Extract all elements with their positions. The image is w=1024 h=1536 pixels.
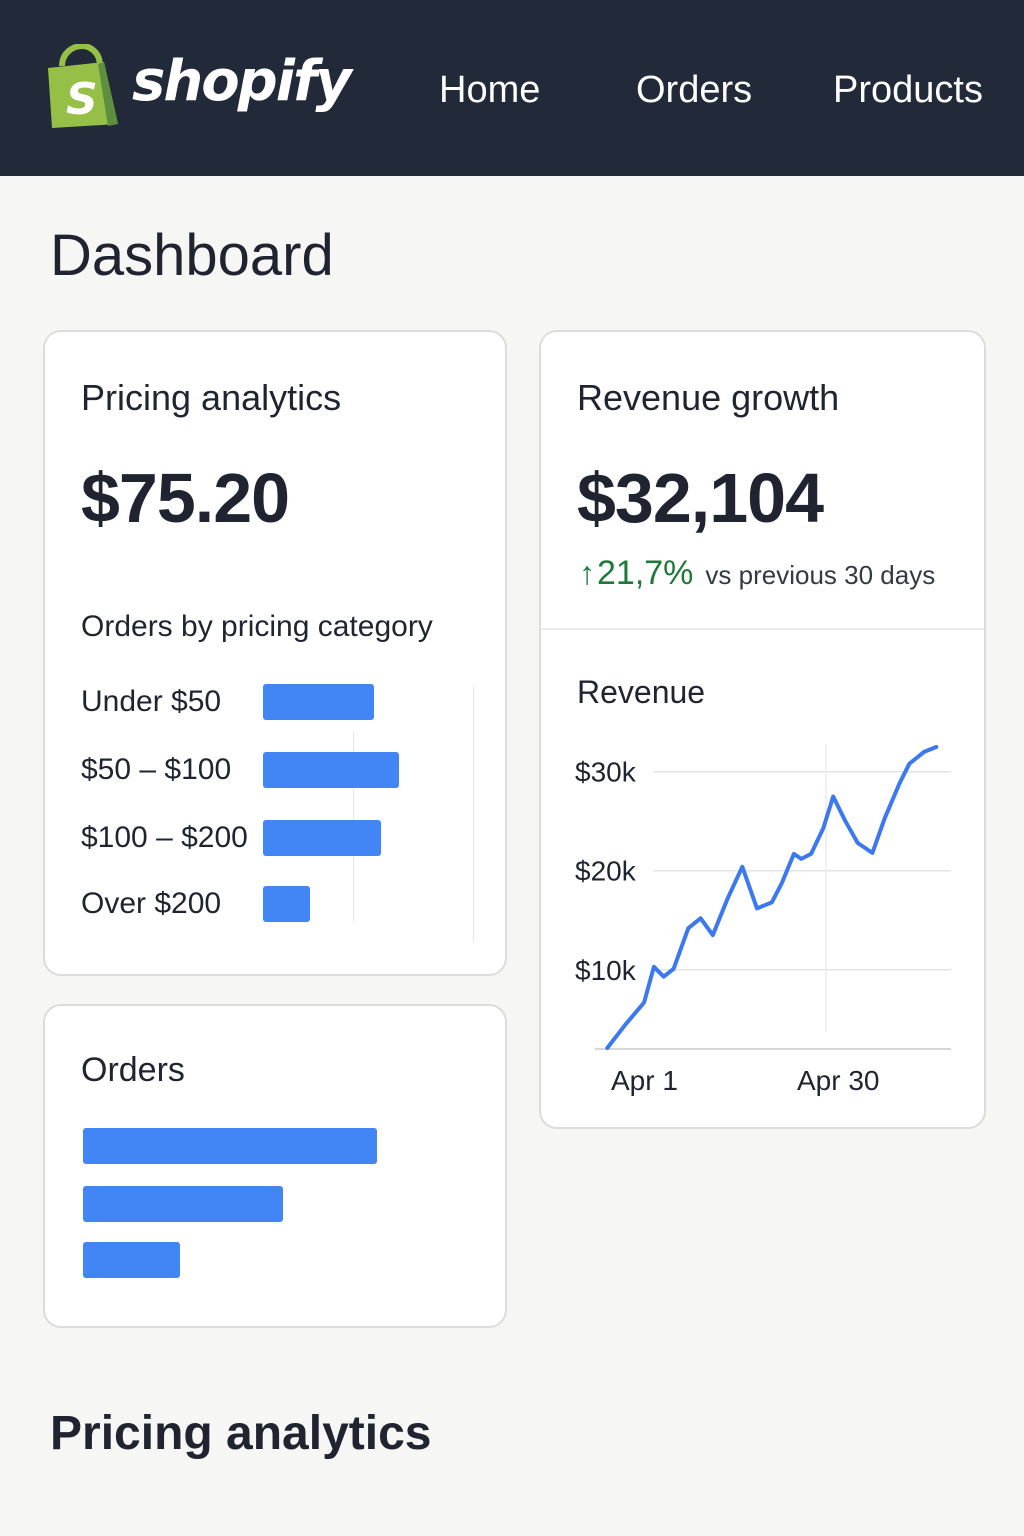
nav-home[interactable]: Home bbox=[439, 69, 541, 111]
category-label: Over $200 bbox=[81, 887, 222, 920]
gridline bbox=[473, 686, 474, 942]
x-tick-label: Apr 1 bbox=[611, 1065, 678, 1096]
shopping-bag-icon: S bbox=[48, 42, 118, 128]
pricing-analytics-card: Pricing analytics $75.20 Orders by prici… bbox=[43, 330, 507, 976]
card-title: Revenue growth bbox=[577, 377, 840, 418]
revenue-value: $32,104 bbox=[577, 459, 824, 537]
chart-subtitle: Orders by pricing category bbox=[81, 610, 433, 643]
page-title: Dashboard bbox=[50, 223, 334, 288]
chart-title: Revenue bbox=[577, 674, 706, 710]
x-tick-label: Apr 30 bbox=[797, 1065, 880, 1096]
nav-products[interactable]: Products bbox=[833, 69, 983, 111]
category-label: $100 – $200 bbox=[81, 821, 248, 854]
chart-bar[interactable] bbox=[83, 1242, 181, 1278]
growth-indicator: ↑ 21,7% vs previous 30 days bbox=[579, 554, 935, 593]
nav-orders[interactable]: Orders bbox=[636, 69, 753, 111]
divider bbox=[541, 628, 984, 630]
revenue-series-line bbox=[605, 745, 939, 1050]
svg-text:S: S bbox=[66, 74, 98, 125]
top-navigation-bar: S shopify Home Orders Products bbox=[0, 0, 1024, 176]
card-title: Pricing analytics bbox=[81, 377, 342, 418]
shopify-logo[interactable]: S shopify bbox=[44, 42, 352, 130]
section-title: Pricing analytics bbox=[50, 1407, 432, 1460]
chart-bar[interactable] bbox=[263, 886, 311, 922]
arrow-up-icon: ↑ bbox=[579, 555, 595, 591]
chart-bar[interactable] bbox=[83, 1186, 283, 1222]
category-label: $50 – $100 bbox=[81, 753, 232, 786]
average-price-value: $75.20 bbox=[81, 459, 290, 537]
growth-comparison-text: vs previous 30 days bbox=[705, 560, 936, 590]
chart-bar[interactable] bbox=[83, 1128, 377, 1164]
category-label: Under $50 bbox=[81, 685, 222, 718]
y-tick-label: $30k bbox=[575, 757, 637, 788]
card-title: Orders bbox=[81, 1051, 185, 1089]
brand-name: shopify bbox=[132, 49, 352, 114]
y-tick-label: $10k bbox=[575, 955, 637, 986]
revenue-growth-card: Revenue growth $32,104 ↑ 21,7% vs previo… bbox=[539, 330, 986, 1129]
chart-bar[interactable] bbox=[263, 820, 381, 856]
y-tick-label: $20k bbox=[575, 856, 637, 887]
chart-bar[interactable] bbox=[263, 684, 375, 720]
growth-percent: 21,7% bbox=[597, 554, 694, 592]
orders-card: Orders bbox=[43, 1004, 507, 1328]
chart-bar[interactable] bbox=[263, 752, 399, 788]
revenue-line-chart: $10k $20k $30k Apr 1 Apr 30 bbox=[575, 744, 951, 1096]
